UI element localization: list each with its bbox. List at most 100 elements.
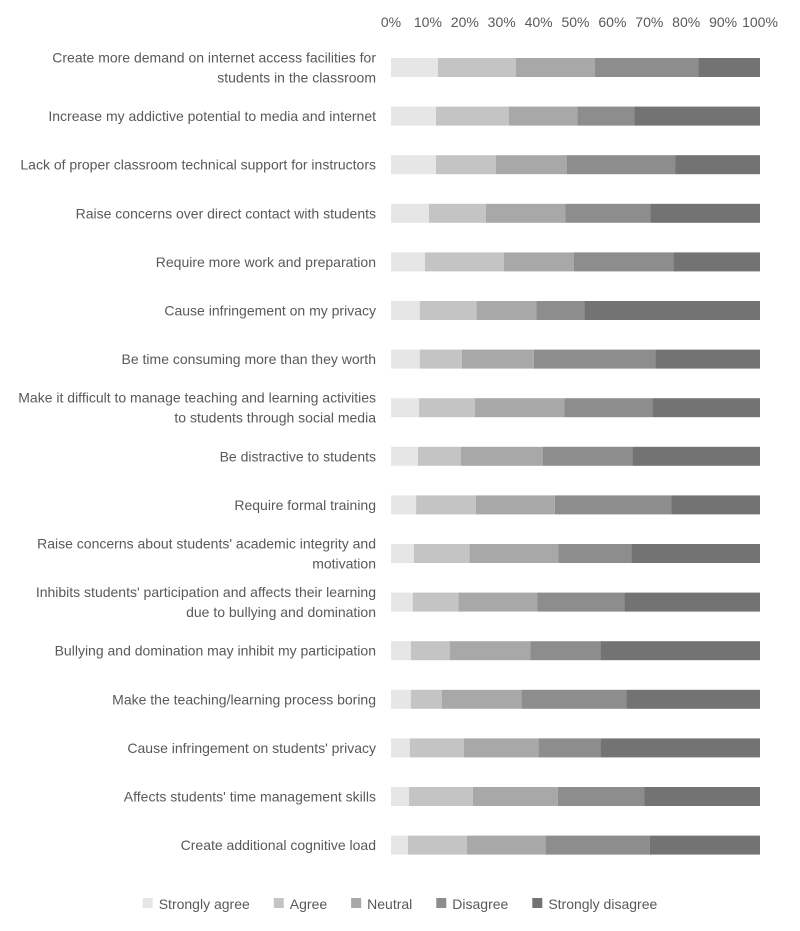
bar-segment-agree: [437, 58, 516, 77]
bar-segment-disagree: [565, 203, 651, 223]
bar-segment-disagree: [530, 641, 601, 661]
bar-segment-disagree: [536, 301, 585, 320]
bar-segment-strongly-disagree: [631, 544, 760, 563]
bar-segment-strongly-agree: [391, 155, 437, 175]
x-tick-label: 60%: [598, 14, 626, 30]
legend-swatch: [532, 898, 543, 908]
x-tick-label: 0%: [381, 14, 401, 30]
category-label: Require more work and preparation: [156, 254, 376, 270]
category-label: Inhibits students' participation and aff…: [36, 584, 376, 620]
bar-segment-strongly-disagree: [644, 787, 760, 806]
bar-segment-agree: [417, 446, 461, 466]
bar-segment-strongly-disagree: [649, 835, 760, 855]
category-labels: Create more demand on internet access fa…: [18, 50, 376, 854]
bar-segment-strongly-disagree: [650, 203, 760, 223]
bar-segment-strongly-agree: [391, 641, 411, 661]
bar-segment-strongly-agree: [391, 252, 425, 272]
bar-segment-strongly-disagree: [632, 446, 760, 466]
x-tick-label: 20%: [451, 14, 479, 30]
category-label: Bullying and domination may inhibit my p…: [55, 643, 376, 659]
bar-segment-agree: [407, 835, 468, 855]
bar-segment-disagree: [554, 495, 672, 515]
bar-segment-disagree: [566, 155, 676, 175]
bar-segment-disagree: [577, 106, 635, 126]
bar-segment-disagree: [545, 835, 650, 855]
bar-segment-strongly-agree: [391, 301, 420, 320]
bar-segment-neutral: [515, 58, 595, 77]
bar-segment-neutral: [503, 252, 574, 272]
bar-segment-strongly-agree: [391, 106, 437, 126]
category-label: Increase my addictive potential to media…: [48, 108, 376, 124]
legend-swatch: [142, 898, 153, 908]
bar-segment-strongly-agree: [391, 58, 438, 77]
category-label: Raise concerns over direct contact with …: [76, 205, 376, 221]
legend-swatch: [351, 898, 362, 908]
legend-label: Disagree: [452, 896, 508, 912]
category-label: Make it difficult to manage teaching and…: [18, 390, 376, 426]
bar-segment-agree: [436, 155, 496, 175]
bar-segment-agree: [410, 689, 442, 709]
x-tick-label: 30%: [488, 14, 516, 30]
bar-segment-disagree: [594, 58, 699, 77]
bar-segment-disagree: [573, 252, 674, 272]
bar-segment-disagree: [538, 738, 601, 758]
bar-segment-strongly-agree: [391, 738, 410, 758]
x-tick-label: 100%: [742, 14, 778, 30]
bar-segment-agree: [419, 349, 462, 369]
bar-segment-agree: [429, 203, 486, 223]
bar-segment-neutral: [461, 349, 534, 369]
bar-segment-strongly-disagree: [624, 592, 760, 612]
bar-segment-strongly-disagree: [600, 738, 760, 758]
category-label: Cause infringement on students' privacy: [127, 740, 376, 756]
x-axis-ticks: 0% 10% 20% 30% 40% 50% 60% 70% 80% 90% 100%: [381, 14, 778, 30]
x-tick-label: 50%: [561, 14, 589, 30]
category-label: Create additional cognitive load: [181, 837, 376, 853]
bar-segment-neutral: [441, 689, 522, 709]
category-label: Be time consuming more than they worth: [122, 351, 376, 367]
bar-segment-neutral: [508, 106, 578, 126]
bar-segment-neutral: [474, 398, 565, 418]
bar-segment-strongly-agree: [391, 398, 420, 418]
bar-segment-strongly-agree: [391, 544, 414, 563]
legend-label: Strongly disagree: [548, 896, 657, 912]
bar-segment-strongly-agree: [391, 689, 411, 709]
legend-label: Neutral: [367, 896, 412, 912]
bars: [391, 58, 760, 855]
legend-item: Strongly agree: [142, 896, 250, 912]
bar-segment-strongly-agree: [391, 495, 417, 515]
bar-segment-neutral: [476, 301, 537, 320]
bar-segment-agree: [409, 738, 464, 758]
bar-segment-strongly-disagree: [655, 349, 760, 369]
legend-item: Neutral: [351, 896, 412, 912]
bar-segment-strongly-agree: [391, 592, 413, 612]
category-label: Make the teaching/learning process borin…: [112, 691, 376, 707]
bar-segment-strongly-disagree: [673, 252, 760, 272]
legend: Strongly agree Agree Neutral Disagree Strong…: [142, 896, 657, 912]
x-tick-label: 90%: [709, 14, 737, 30]
bar-segment-agree: [419, 398, 475, 418]
x-tick-label: 40%: [525, 14, 553, 30]
legend-item: Agree: [273, 896, 328, 912]
x-tick-label: 80%: [672, 14, 700, 30]
category-label: Raise concerns about students' academic …: [37, 536, 376, 572]
x-tick-label: 70%: [635, 14, 663, 30]
bar-segment-strongly-disagree: [600, 641, 760, 661]
bar-segment-disagree: [533, 349, 656, 369]
bar-segment-neutral: [460, 446, 543, 466]
category-label: Lack of proper classroom technical suppo…: [20, 157, 376, 173]
bar-segment-neutral: [458, 592, 538, 612]
bar-segment-strongly-agree: [391, 787, 410, 806]
bar-segment-disagree: [557, 787, 645, 806]
bar-segment-strongly-disagree: [626, 689, 760, 709]
category-label: Create more demand on internet access fa…: [52, 50, 376, 86]
legend-label: Agree: [290, 896, 328, 912]
bar-segment-strongly-disagree: [634, 106, 760, 126]
bar-segment-disagree: [537, 592, 625, 612]
bar-segment-neutral: [495, 155, 567, 175]
category-label: Be distractive to students: [220, 448, 376, 464]
legend-label: Strongly agree: [159, 896, 250, 912]
bar-segment-disagree: [564, 398, 653, 418]
bar-segment-strongly-agree: [391, 835, 408, 855]
